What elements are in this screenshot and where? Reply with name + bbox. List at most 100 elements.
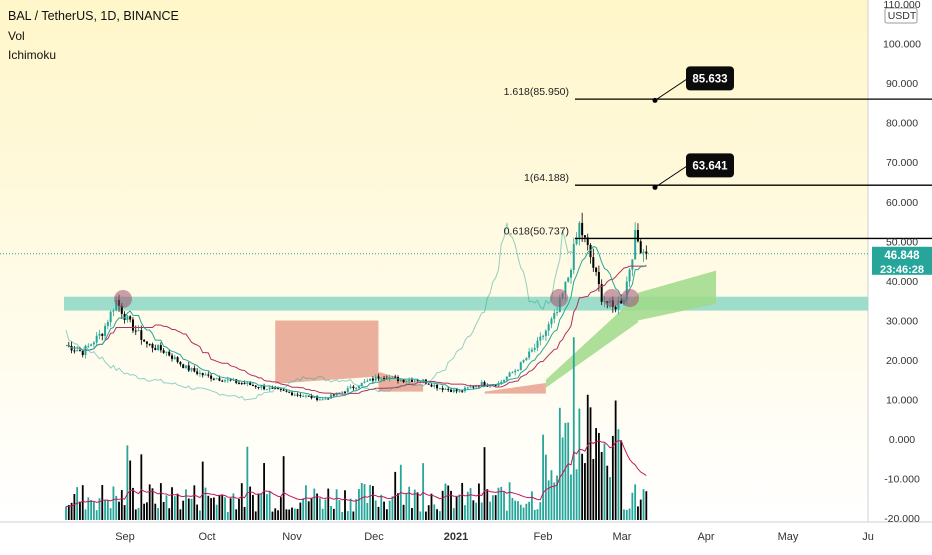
volume-bar — [553, 482, 556, 520]
volume-bar — [452, 508, 455, 520]
volume-bar — [148, 484, 151, 520]
volume-bar — [73, 494, 76, 520]
candle-body — [355, 388, 358, 390]
candle-body — [581, 222, 584, 236]
volume-bar — [154, 503, 157, 520]
candle-body — [447, 388, 450, 390]
volume-bar — [539, 502, 542, 520]
volume-bar — [201, 461, 204, 520]
candle-body — [533, 347, 536, 350]
volume-bar — [93, 502, 95, 520]
volume-bar — [159, 483, 162, 520]
volume-bar — [603, 443, 606, 520]
volume-bar — [346, 511, 349, 520]
target-mid-callout: 63.641 — [652, 153, 734, 190]
candle-body — [168, 351, 171, 356]
volume-bar — [271, 511, 274, 520]
volume-bar — [634, 484, 637, 520]
candle-body — [553, 313, 556, 319]
volume-bar — [556, 475, 558, 520]
volume-bar — [597, 432, 600, 520]
volume-bar — [112, 486, 115, 520]
volume-bar — [433, 504, 436, 520]
volume-bar — [519, 504, 522, 520]
candle-body — [249, 382, 252, 386]
candle-body — [73, 350, 76, 352]
volume-bar — [542, 434, 544, 520]
candle-body — [597, 271, 600, 285]
volume-bar — [374, 500, 377, 520]
volume-bar — [118, 501, 120, 520]
volume-bar — [302, 498, 305, 520]
volume-bar — [65, 506, 67, 520]
volume-bar — [369, 484, 372, 520]
volume-bar — [165, 495, 168, 520]
volume-bar — [639, 499, 642, 520]
candle-body — [95, 335, 98, 343]
volume-bar — [285, 509, 288, 520]
candle-body — [288, 391, 291, 393]
volume-bar — [575, 469, 578, 520]
price-tick-label: 20.000 — [886, 355, 918, 367]
candle-body — [92, 342, 95, 345]
volume-bar — [104, 499, 106, 520]
candle-body — [229, 379, 232, 381]
volume-bar — [310, 498, 313, 520]
time-label: Dec — [364, 531, 384, 543]
volume-bar — [215, 504, 218, 520]
candle-body — [176, 357, 179, 363]
candle-body — [265, 389, 268, 391]
price-tick-label: 50.000 — [886, 236, 918, 248]
fib-1-label: 1(64.188) — [524, 172, 569, 184]
candle-body — [394, 376, 397, 378]
candle-body — [556, 312, 559, 314]
candle-body — [293, 394, 296, 396]
candle-body — [218, 378, 221, 381]
candle-body — [207, 374, 210, 376]
candle-body — [173, 357, 176, 359]
candle-body — [112, 310, 115, 312]
candle-body — [433, 384, 436, 387]
volume-bar — [455, 496, 458, 520]
volume-bar — [427, 505, 430, 520]
volume-bar — [631, 492, 634, 520]
volume-bar — [436, 509, 438, 520]
volume-bar — [185, 489, 187, 520]
support-touch-marker — [550, 289, 568, 307]
candle-body — [620, 300, 623, 304]
candle-body — [578, 222, 581, 238]
candle-body — [600, 284, 603, 302]
volume-bar — [637, 506, 639, 520]
candle-body — [271, 387, 274, 389]
candle-body — [237, 382, 240, 384]
support-touch-marker — [114, 290, 132, 308]
candle-body — [198, 373, 201, 375]
candle-body — [503, 379, 506, 382]
time-label: Oct — [198, 531, 215, 543]
candle-body — [564, 281, 567, 294]
candle-body — [645, 251, 648, 254]
candle-body — [210, 375, 213, 379]
candle-body — [410, 379, 413, 382]
candle-body — [157, 345, 160, 350]
candle-body — [263, 386, 266, 390]
volume-bar — [210, 498, 212, 520]
candle-body — [277, 388, 280, 390]
candle-body — [90, 344, 93, 346]
volume-bar — [282, 456, 285, 520]
target-mid-leader — [654, 164, 689, 188]
target-high-label: 85.633 — [692, 73, 727, 85]
volume-bar — [288, 509, 291, 520]
candle-body — [143, 339, 146, 342]
candle-body — [98, 333, 101, 336]
candle-body — [190, 368, 193, 371]
volume-bar — [461, 482, 464, 520]
volume-bar — [352, 511, 355, 520]
candle-body — [592, 257, 595, 268]
volume-bar — [318, 498, 321, 520]
volume-bar — [366, 502, 369, 520]
candle-body — [338, 392, 341, 394]
cloud-bearish — [484, 382, 546, 394]
candle-body — [330, 394, 333, 399]
volume-bar — [120, 490, 123, 520]
